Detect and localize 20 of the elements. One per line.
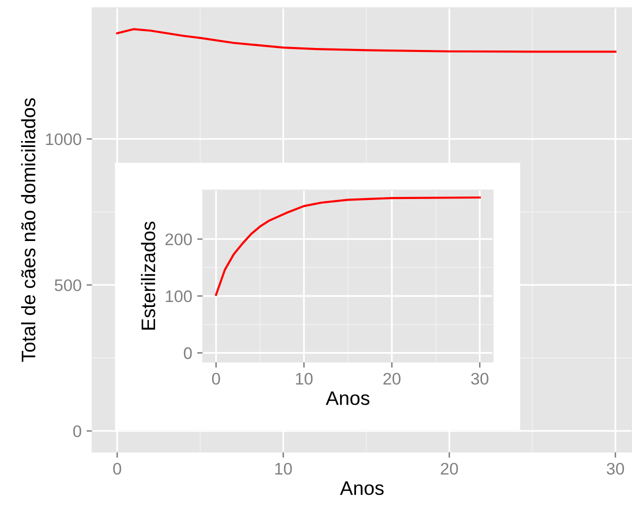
x-axis-title: Anos [340, 481, 384, 496]
x-tick-label: 20 [383, 372, 400, 385]
y-tick-label: 500 [54, 279, 82, 292]
y-tick-label: 1000 [46, 133, 82, 146]
y-axis-title: Esterilizados [140, 222, 156, 330]
y-tick-label: 0 [73, 425, 82, 438]
y-tick-label: 200 [165, 233, 192, 246]
x-tick-label: 30 [471, 372, 488, 385]
line-series [116, 28, 616, 53]
x-tick-label: 0 [212, 372, 220, 385]
x-tick-label: 0 [113, 462, 122, 475]
x-tick-label: 10 [296, 372, 313, 385]
y-tick-label: 100 [166, 290, 192, 302]
x-axis-title: Anos [326, 391, 370, 406]
x-tick-label: 30 [606, 462, 624, 475]
y-tick-label: 0 [184, 347, 192, 360]
x-tick-label: 20 [440, 462, 458, 475]
x-tick-label: 10 [275, 462, 292, 475]
y-axis-title: Total de cães não domiciliados [21, 98, 36, 362]
line-series [215, 196, 481, 296]
